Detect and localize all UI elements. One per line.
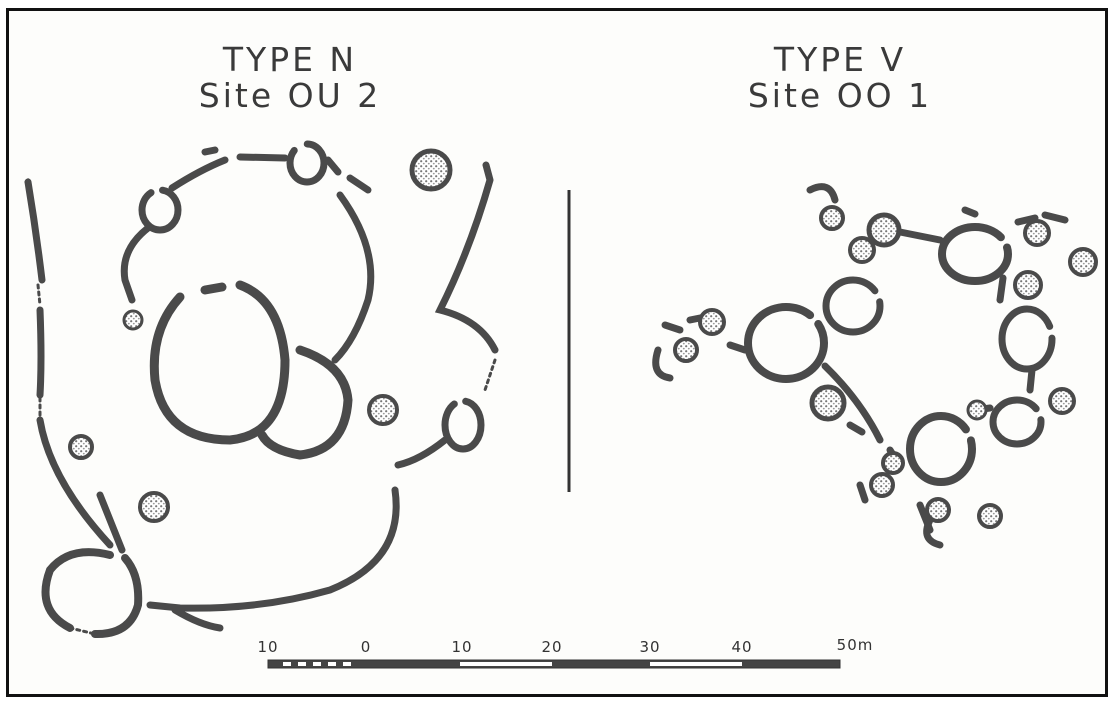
granary-stippled (1013, 270, 1043, 300)
enclosure-wall (324, 156, 372, 194)
outer-enclosure (171, 606, 224, 632)
hut-ring (998, 305, 1056, 373)
hut-ring (822, 276, 884, 336)
left-site-label: Site OU 2 (198, 76, 382, 115)
granary-stippled (698, 308, 726, 336)
granary-stippled (925, 497, 951, 523)
granary-stippled (1023, 219, 1051, 247)
central-enclosure (149, 280, 290, 445)
scale-segment (283, 662, 291, 666)
type-n-site-plan (24, 140, 499, 639)
granary-stippled (977, 503, 1003, 529)
granary-stippled (869, 472, 895, 498)
granary-stippled (866, 212, 902, 248)
hut-ring (989, 396, 1045, 448)
scale-tick-label: 0 (360, 638, 372, 656)
connecting-wall (661, 314, 749, 354)
enclosure-wall (168, 146, 289, 192)
granary-stippled (122, 309, 144, 331)
enclosure-wall (120, 224, 152, 304)
hut-ring (286, 140, 328, 186)
connecting-wall (652, 346, 934, 534)
scale-tick-label: 10 (257, 638, 279, 656)
hut-ring (138, 186, 182, 234)
granary-stippled (848, 236, 876, 264)
hut-ring (744, 303, 828, 383)
scale-tick-label: 50m (836, 636, 874, 654)
scale-tick-label: 20 (541, 638, 563, 656)
granary-stippled (1068, 247, 1098, 277)
granary-stippled (673, 337, 699, 363)
enclosure-wall (96, 491, 126, 554)
scale-segment (298, 662, 306, 666)
hut-ring (41, 548, 143, 639)
hut-ring (441, 397, 485, 453)
enclosure-wall (394, 436, 449, 469)
scale-bar (267, 659, 841, 669)
scale-segment (650, 662, 742, 666)
scale-segment (343, 662, 351, 666)
granary-stippled (809, 384, 847, 422)
left-boundary-wall (24, 178, 114, 549)
granary-stippled (68, 434, 94, 460)
granary-stippled (966, 399, 988, 421)
hut-ring (938, 223, 1012, 285)
adjoining-enclosure (257, 345, 353, 460)
granary-stippled (1048, 387, 1076, 415)
granary-stippled (409, 148, 453, 192)
outer-enclosure (146, 486, 400, 612)
scale-segment (328, 662, 336, 666)
hut-ring-dashed (68, 626, 97, 636)
scale-bar-base (267, 659, 841, 669)
granary-stippled (819, 205, 845, 231)
left-type-label: TYPE N (222, 40, 358, 79)
right-site-label: Site OO 1 (747, 76, 933, 115)
enclosure-wall (923, 516, 944, 549)
enclosure-wall (331, 191, 375, 364)
scale-tick-label: 30 (639, 638, 661, 656)
boundary-wall (434, 161, 499, 354)
boundary-dashed (483, 358, 497, 392)
granary-stippled (138, 491, 170, 523)
left-boundary-dashed (24, 176, 42, 420)
figure-frame (6, 8, 1108, 697)
connecting-wall (806, 183, 1069, 226)
right-type-label: TYPE V (773, 40, 907, 79)
hut-ring (906, 412, 976, 486)
scale-segment (460, 662, 552, 666)
connecting-wall (896, 228, 1036, 414)
scale-tick-label: 40 (731, 638, 753, 656)
granary-stippled (881, 451, 905, 475)
type-v-site-plan (652, 183, 1098, 549)
granary-stippled (367, 394, 399, 426)
scale-segment (313, 662, 321, 666)
scale-tick-label: 10 (451, 638, 473, 656)
